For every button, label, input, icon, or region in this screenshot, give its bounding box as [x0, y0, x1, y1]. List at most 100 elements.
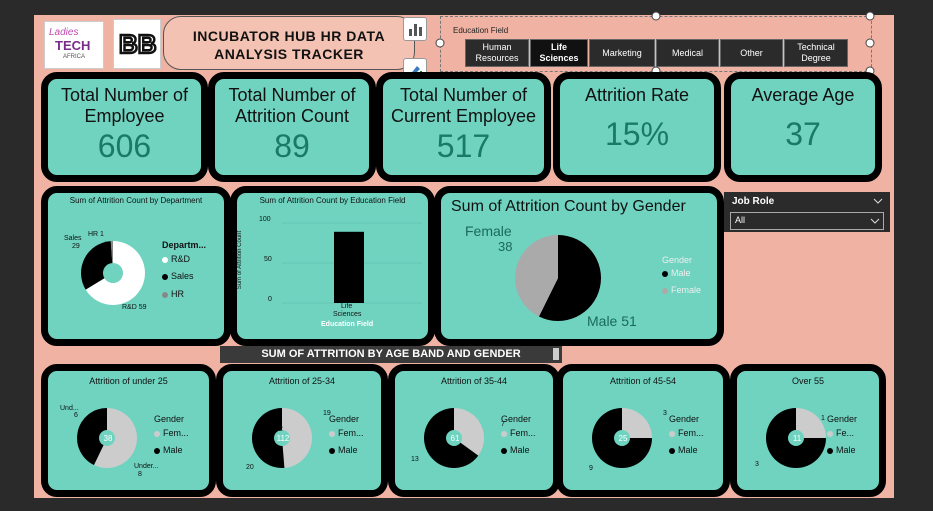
legend-dot	[329, 430, 335, 437]
data-label: Und...	[60, 405, 79, 412]
svg-text:BB: BB	[119, 29, 157, 59]
logo-text-2: TECH	[55, 38, 91, 53]
pie-slice-female[interactable]	[622, 408, 652, 438]
chevron-down-icon[interactable]	[872, 196, 884, 206]
donut-hole	[788, 430, 804, 446]
scroll-handle[interactable]	[553, 348, 559, 360]
age-band-card-3[interactable]: Attrition of 35-44 61 7 13 Gender Fem... Male	[388, 364, 560, 497]
legend-dot	[501, 447, 507, 454]
legend-dot	[501, 430, 507, 437]
title-line-1: INCUBATOR HUB HR DATA	[192, 28, 386, 44]
legend-dot	[329, 447, 335, 454]
legend-item-female: Fem...	[501, 428, 536, 438]
pie-slice-female[interactable]	[282, 408, 313, 468]
age-band-card-5[interactable]: Over 55 11 1 3 Gender Fe... Male	[730, 364, 886, 497]
title-line-2: ANALYSIS TRACKER	[214, 46, 364, 62]
data-label: 13	[411, 456, 419, 463]
data-label: 1	[821, 415, 825, 422]
chart-title: Sum of Attrition Count by Education Fiel…	[259, 196, 406, 205]
legend-label: Male	[671, 268, 691, 278]
age-band-section-header: SUM OF ATTRITION BY AGE BAND AND GENDER	[220, 346, 562, 363]
kpi-value: 606	[97, 128, 152, 164]
slicer-option-medical[interactable]: Medical	[656, 39, 719, 67]
legend-label: Male	[338, 445, 358, 455]
data-label: 2	[279, 426, 283, 433]
education-bar-plot	[282, 222, 422, 304]
department-donut	[81, 241, 145, 305]
legend-item-male: Male	[662, 268, 691, 278]
kpi-label: Attrition Rate	[584, 85, 690, 105]
bar-life-sciences[interactable]	[334, 231, 364, 303]
chart-title: Attrition of 35-44	[440, 376, 508, 386]
legend-dot	[162, 291, 168, 298]
legend-title: Gender	[669, 414, 700, 424]
slicer-option-marketing[interactable]: Marketing	[589, 39, 655, 67]
data-label: 8	[138, 471, 142, 478]
legend-item-sales: Sales	[162, 271, 194, 281]
data-label: 19	[323, 410, 331, 417]
legend-item-female: Female	[662, 285, 701, 295]
pie-slice-female[interactable]	[796, 408, 826, 438]
female-data-label: Female	[465, 223, 512, 239]
logo-text-3: AFRICA	[63, 54, 86, 60]
data-label: Under...	[134, 463, 159, 470]
y-tick-0: 0	[268, 296, 272, 303]
legend-label: R&D	[171, 254, 191, 264]
legend-label: Sales	[171, 271, 194, 281]
kpi-label: Total Number of Attrition Count	[228, 85, 356, 126]
legend-item-female: Fem...	[329, 428, 364, 438]
donut-hole	[103, 263, 123, 283]
age-donut	[592, 408, 652, 468]
slicer-option-other[interactable]: Other	[720, 39, 783, 67]
legend-dot	[162, 273, 168, 280]
selection-handles[interactable]	[420, 8, 880, 78]
legend-label: Fem...	[338, 428, 364, 438]
pie-slice-female[interactable]	[454, 408, 484, 456]
donut-hole	[99, 430, 115, 446]
sales-data-label: Sales	[64, 235, 82, 242]
legend-label: Fem...	[510, 428, 536, 438]
pie-slice-male[interactable]	[77, 408, 107, 466]
bb-logo: BB	[113, 19, 161, 69]
data-label: 9	[589, 465, 593, 472]
attrition-by-gender-chart[interactable]: Sum of Attrition Count by Gender Female …	[434, 186, 724, 346]
attrition-by-education-chart[interactable]: Sum of Attrition Count by Education Fiel…	[230, 186, 435, 346]
hr-data-label: HR 1	[88, 231, 104, 238]
legend-label: Male	[678, 445, 698, 455]
age-donut	[766, 408, 826, 468]
legend-dot	[662, 270, 668, 277]
legend-label: Male	[163, 445, 183, 455]
chevron-down-icon	[870, 218, 880, 224]
legend-dot	[669, 447, 675, 454]
attrition-by-department-chart[interactable]: Sum of Attrition Count by Department HR …	[41, 186, 231, 346]
bb-logo-icon: BB	[118, 28, 158, 61]
ladies-tech-africa-logo: Ladies TECH AFRICA	[44, 21, 104, 69]
center-value: 112	[276, 434, 290, 443]
kpi-attrition-rate: Attrition Rate 15%	[553, 72, 721, 182]
age-band-card-4[interactable]: Attrition of 45-54 25 3 9 Gender Fem... Male	[556, 364, 730, 497]
legend-item-rd: R&D	[162, 254, 190, 264]
chart-title: Sum of Attrition Count by Gender	[451, 198, 686, 215]
kpi-total-attrition: Total Number of Attrition Count 89	[208, 72, 376, 182]
bar-chart-icon[interactable]	[403, 17, 427, 41]
kpi-label: Total Number of Employee	[60, 85, 189, 126]
age-band-card-1[interactable]: Attrition of under 25 38 Und... 6 Under... 8 G…	[41, 364, 216, 497]
slicer-option-life-sciences[interactable]: Life Sciences	[530, 39, 588, 67]
pie-slice-female[interactable]	[93, 408, 137, 468]
chart-title: Attrition of 25-34	[268, 376, 336, 386]
data-label: 20	[246, 464, 254, 471]
job-role-dropdown[interactable]: All	[730, 212, 884, 230]
data-label: 6	[74, 412, 78, 419]
slicer-option-technical-degree[interactable]: Technical Degree	[784, 39, 848, 67]
pie-slice-female[interactable]	[515, 235, 558, 317]
legend-label: Fe...	[836, 428, 855, 438]
section-title: SUM OF ATTRITION BY AGE BAND AND GENDER	[261, 348, 521, 360]
slicer-option-human-resources[interactable]: Human Resources	[465, 39, 529, 67]
kpi-total-employee: Total Number of Employee 606	[41, 72, 208, 182]
center-value: 38	[103, 434, 113, 443]
age-band-card-2[interactable]: Attrition of 25-34 112 19 20 2 Gender Fem... Ma…	[216, 364, 388, 497]
pie-slice-male[interactable]	[252, 408, 285, 468]
legend-label: Fem...	[163, 428, 189, 438]
pie-slice-male[interactable]	[538, 235, 601, 321]
legend-title: Gender	[662, 255, 693, 265]
